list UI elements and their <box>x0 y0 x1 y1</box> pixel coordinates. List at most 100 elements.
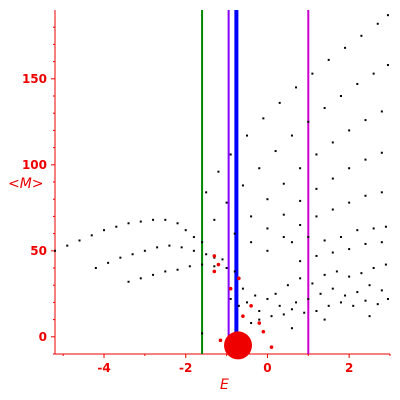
data-point <box>344 294 347 297</box>
data-point <box>282 313 285 316</box>
data-point <box>290 134 293 137</box>
data-point <box>90 234 93 237</box>
data-point <box>331 251 334 254</box>
data-point <box>360 34 363 37</box>
data-point <box>327 304 330 307</box>
data-point <box>299 277 302 280</box>
data-point <box>380 241 383 244</box>
data-point <box>299 224 302 226</box>
highlight-point <box>249 304 253 308</box>
data-point <box>290 327 293 330</box>
data-point <box>274 150 277 153</box>
highlight-points <box>212 254 274 360</box>
data-point <box>315 215 318 218</box>
x-tick-label: -2 <box>179 361 192 375</box>
data-point <box>127 280 130 283</box>
y-tick-label: 0 <box>39 330 47 344</box>
x-tick-label: 2 <box>345 361 353 375</box>
data-point <box>384 263 387 266</box>
data-point <box>299 199 302 202</box>
data-point <box>246 134 249 137</box>
data-point <box>241 287 244 290</box>
x-tick-label: -4 <box>97 361 110 375</box>
data-point <box>221 258 224 261</box>
data-point <box>143 249 146 252</box>
data-point <box>115 225 118 228</box>
data-point <box>352 304 355 307</box>
data-point <box>233 232 236 235</box>
data-point <box>131 253 134 256</box>
x-axis-label: E <box>220 377 229 393</box>
data-point <box>356 82 359 85</box>
data-point <box>311 282 314 285</box>
data-point <box>384 225 387 228</box>
data-point <box>107 261 110 264</box>
data-point <box>266 249 269 252</box>
data-point <box>54 249 56 252</box>
data-point <box>368 284 371 287</box>
data-point <box>262 117 265 120</box>
data-point <box>356 229 359 232</box>
highlight-point <box>257 321 262 325</box>
data-point <box>290 308 293 311</box>
data-point <box>335 270 338 273</box>
data-point <box>66 244 69 247</box>
data-point <box>344 46 347 49</box>
data-point <box>386 297 389 300</box>
y-tick-label: 50 <box>30 244 47 258</box>
data-point <box>327 58 330 61</box>
highlight-point <box>212 269 217 274</box>
data-point <box>380 289 383 292</box>
data-point <box>348 129 351 132</box>
y-axis-label: <M> <box>8 176 44 192</box>
data-point <box>386 14 389 17</box>
data-point <box>364 299 367 302</box>
data-point <box>139 277 142 280</box>
data-point <box>331 287 334 290</box>
data-point <box>127 222 130 225</box>
data-point <box>258 167 261 170</box>
data-point <box>307 120 310 123</box>
data-point <box>331 141 334 144</box>
y-tick-label: 150 <box>22 72 47 86</box>
data-point <box>266 198 269 201</box>
data-point <box>364 242 367 245</box>
data-point <box>282 213 285 216</box>
data-point <box>319 292 322 295</box>
data-point <box>339 236 342 239</box>
data-point <box>323 318 326 321</box>
data-point <box>213 265 216 268</box>
data-point <box>168 244 171 247</box>
highlight-point <box>241 314 245 318</box>
data-point <box>152 273 155 276</box>
data-point <box>331 208 334 211</box>
data-point <box>201 263 204 266</box>
data-point <box>205 253 208 256</box>
data-point <box>266 227 269 230</box>
data-point <box>386 64 389 67</box>
data-point <box>213 218 216 221</box>
data-point <box>339 95 342 97</box>
data-point <box>380 110 383 113</box>
data-point <box>299 260 302 263</box>
data-point <box>152 218 155 221</box>
data-point <box>225 201 228 204</box>
data-point <box>164 270 167 273</box>
data-point <box>176 268 179 271</box>
highlight-point <box>218 338 223 343</box>
data-point <box>282 182 285 185</box>
data-points <box>54 14 389 335</box>
x-tick-label: 0 <box>263 361 271 375</box>
data-point <box>192 236 195 239</box>
data-point <box>233 270 236 273</box>
data-point <box>348 248 351 251</box>
data-point <box>78 239 81 242</box>
data-point <box>217 170 220 173</box>
highlight-blob <box>224 331 253 360</box>
data-point <box>250 322 253 325</box>
data-point <box>364 119 367 122</box>
vertical-lines <box>201 10 310 354</box>
data-point <box>229 153 232 156</box>
data-point <box>339 301 342 304</box>
